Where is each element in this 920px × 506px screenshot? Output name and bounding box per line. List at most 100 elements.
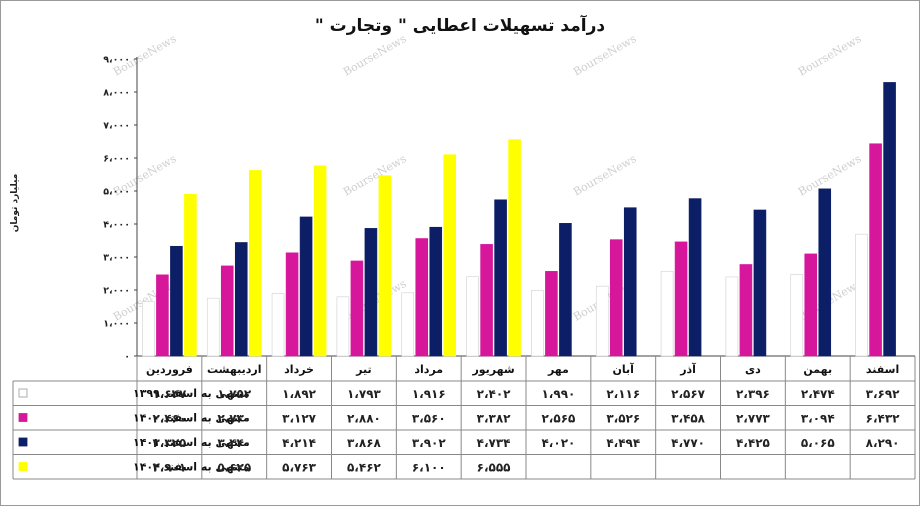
table-cell-value: ۱،۹۱۶ — [412, 387, 446, 401]
bar — [466, 276, 479, 357]
y-tick-label: ۵،۰۰۰ — [103, 187, 130, 198]
table-cell-value: ۲،۷۳۰ — [217, 412, 251, 426]
bar — [248, 170, 262, 357]
table-cell-value: ۶،۴۳۲ — [866, 412, 901, 426]
bar — [545, 271, 558, 357]
bar — [804, 253, 818, 357]
table-cell-value: ۲،۳۹۶ — [736, 387, 770, 401]
table-cell-value: ۳،۵۲۶ — [606, 412, 640, 426]
category-label: خرداد — [284, 363, 314, 376]
table-cell-value: ۱،۷۹۳ — [347, 387, 382, 401]
bars — [137, 82, 915, 357]
category-label: بهمن — [803, 363, 832, 376]
bar — [688, 198, 702, 357]
bar — [299, 216, 313, 357]
category-label: اردیبهشت — [207, 363, 261, 376]
table-cell-value: ۴،۹۰۱ — [152, 461, 186, 475]
table-cell-value: ۳،۸۶۸ — [347, 436, 382, 450]
y-tick-label: ۷،۰۰۰ — [103, 121, 130, 132]
table-cell-value: ۳،۴۵۸ — [671, 412, 706, 426]
bar — [855, 233, 868, 357]
y-tick-label: ۱،۰۰۰ — [103, 319, 130, 330]
category-label: مهر — [547, 363, 569, 376]
bar — [660, 270, 674, 357]
table-cell-value: ۵،۷۶۳ — [282, 461, 317, 475]
bar — [531, 290, 544, 357]
y-tick-label: ۹،۰۰۰ — [103, 55, 130, 66]
watermark-text: BourseNews — [571, 152, 639, 199]
table-cell-value: ۳،۳۲۵ — [152, 436, 186, 450]
table-cell-value: ۲،۴۷۴ — [801, 387, 835, 401]
table-cell-value: ۲،۴۰۲ — [477, 387, 512, 401]
bar — [336, 296, 350, 357]
legend-key — [18, 388, 28, 398]
bar — [206, 297, 220, 357]
bar — [285, 252, 299, 357]
data-table: فروردین اردیبهشت خرداد تیر مرداد شهریور مهر آبا… — [12, 356, 916, 480]
bar — [415, 238, 429, 357]
bar — [818, 188, 832, 357]
watermark-text: BourseNews — [341, 152, 409, 199]
series-name: منتهی به اسفند ۱۴۰۰ — [133, 412, 250, 425]
bar — [234, 242, 248, 357]
series-name: منتهی به اسفند ۱۳۹۹ — [133, 387, 250, 400]
table-cell-value: ۴،۷۷۰ — [671, 436, 705, 450]
category-label: فروردین — [146, 363, 193, 376]
watermark-text: BourseNews — [796, 32, 864, 79]
y-tick-label: ۰ — [124, 352, 130, 363]
legend-key — [18, 413, 28, 422]
table-cell-value: ۶،۱۰۰ — [412, 461, 446, 475]
bar — [443, 154, 457, 357]
table-cell-value: ۴،۷۳۴ — [477, 436, 511, 450]
table-cell-value: ۳،۶۹۲ — [866, 387, 901, 401]
bar — [350, 260, 364, 357]
table-cell-value: ۴،۲۱۴ — [282, 436, 316, 450]
category-label: اسفند — [866, 363, 899, 376]
bar — [508, 139, 521, 357]
bar — [790, 274, 804, 357]
table-cell-value: ۸،۲۹۰ — [866, 436, 900, 450]
table-cell-value: ۳،۴۴۰ — [217, 436, 251, 450]
bar — [364, 228, 378, 357]
y-tick-label: ۶،۰۰۰ — [103, 154, 130, 165]
category-label: تیر — [355, 363, 371, 376]
table-cell-value: ۵،۰۶۵ — [801, 436, 835, 450]
bar — [609, 239, 623, 357]
table-cell-value: ۳،۳۸۲ — [477, 412, 512, 426]
table-cell-value: ۵،۶۲۵ — [217, 461, 251, 475]
bar — [869, 143, 882, 357]
chart-title: درآمد تسهیلات اعطایی " وتجارت " — [315, 14, 606, 36]
bar — [429, 226, 443, 357]
bar — [401, 292, 415, 357]
y-tick-label: ۳،۰۰۰ — [103, 253, 130, 264]
table-cell-value: ۳،۵۶۰ — [412, 412, 446, 426]
table-cell-value: ۴،۰۲۰ — [541, 436, 575, 450]
y-tick-label: ۲،۰۰۰ — [103, 286, 130, 297]
watermark-text: BourseNews — [341, 32, 409, 79]
y-axis: ۰ ۱،۰۰۰ ۲،۰۰۰ ۳،۰۰۰ ۴،۰۰۰ ۵،۰۰۰ ۶،۰۰۰ ۷،۰۰۰ ۸،۰۰… — [103, 55, 138, 363]
category-label: مرداد — [414, 363, 443, 376]
table-cell-value: ۵،۴۶۲ — [347, 461, 382, 475]
bar — [313, 165, 327, 357]
table-cell-value: ۲،۸۸۰ — [347, 412, 381, 426]
bar — [142, 301, 155, 357]
bar — [271, 293, 285, 357]
bar — [480, 244, 493, 357]
table-cell-value: ۲،۴۶۰ — [152, 412, 186, 426]
table-cell-value: ۱،۷۵۲ — [217, 387, 252, 401]
bar — [623, 207, 637, 357]
bar — [753, 209, 767, 357]
y-axis-label: میلیارد تومان — [10, 174, 20, 233]
table-cell-value: ۱،۶۴۷ — [152, 387, 187, 401]
table-cell-value: ۲،۷۷۳ — [736, 412, 771, 426]
table-cell-value: ۲،۵۶۷ — [671, 387, 706, 401]
legend-key — [18, 437, 28, 447]
table-cell-value: ۳،۱۲۷ — [282, 412, 317, 426]
table-cell-value: ۴،۴۲۵ — [736, 436, 770, 450]
bar — [883, 82, 896, 357]
bar — [674, 241, 688, 357]
table-cell-value: ۴،۴۹۴ — [606, 436, 640, 450]
bar — [156, 274, 169, 357]
